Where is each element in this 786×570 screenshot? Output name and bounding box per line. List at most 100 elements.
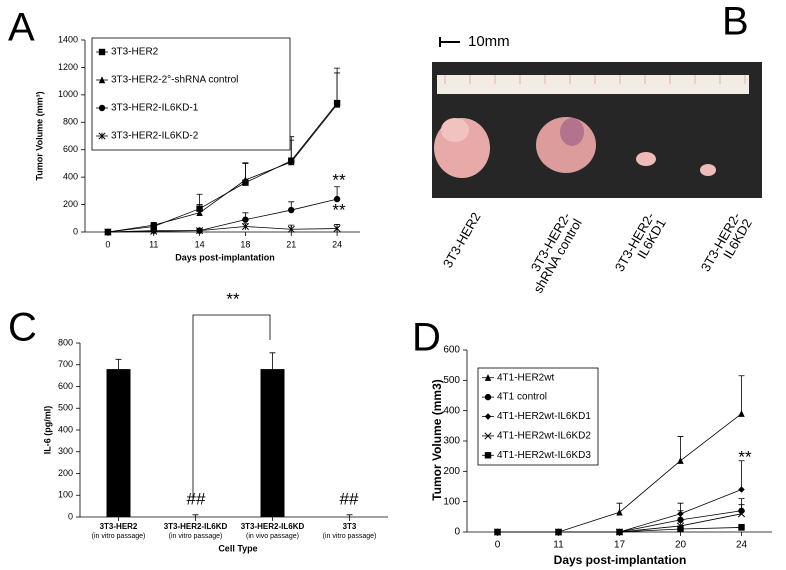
y-tick-label: 0 — [73, 226, 78, 236]
ruler-ticks — [444, 75, 746, 84]
error-bar — [192, 514, 199, 517]
marker — [677, 457, 684, 464]
series-line — [107, 104, 338, 233]
legend-box — [91, 37, 291, 151]
y-tick-label: 700 — [58, 359, 73, 369]
annotation: ** — [332, 200, 346, 219]
y-tick-label: 0 — [454, 527, 460, 538]
panel-letter: D — [412, 316, 441, 360]
y-tick-label: 800 — [58, 337, 73, 347]
y-tick-label: 600 — [443, 345, 460, 356]
annotation: ## — [187, 489, 206, 508]
x-axis-label: Cell Type — [218, 543, 257, 553]
panel-letter: B — [722, 0, 749, 44]
marker — [196, 209, 203, 216]
x-tick-label: 18 — [240, 239, 250, 249]
marker — [150, 221, 157, 229]
marker — [616, 508, 623, 516]
error-bar — [115, 358, 122, 370]
y-tick-label: 200 — [63, 199, 78, 209]
error-bar — [346, 514, 353, 517]
series-line — [107, 102, 338, 233]
y-tick-label: 500 — [58, 403, 73, 413]
legend-label: 4T1 control — [497, 392, 547, 403]
annotation: ** — [332, 170, 346, 189]
y-tick-label: 1400 — [58, 34, 78, 44]
legend-box — [477, 367, 599, 466]
y-tick-label: 0 — [68, 511, 73, 521]
tumor — [636, 152, 656, 166]
bar — [260, 369, 285, 517]
x-tick-label: 14 — [195, 239, 205, 249]
series-line — [107, 198, 338, 233]
y-tick-label: 500 — [443, 375, 460, 386]
x-tick-label: 0 — [105, 239, 110, 249]
x-tick-label: 3T3-HER2-IL6KD — [164, 522, 228, 531]
x-tick-note: (in vitro passage) — [169, 533, 223, 540]
tumor — [441, 118, 469, 142]
error-bar — [677, 436, 684, 461]
x-tick-label: 11 — [553, 540, 564, 551]
marker — [616, 528, 623, 536]
marker — [333, 225, 341, 233]
annotation: ** — [226, 289, 240, 308]
y-tick-label: 200 — [443, 466, 460, 477]
marker — [242, 216, 249, 223]
marker — [333, 195, 341, 203]
x-tick-note: (in vitro passage) — [92, 533, 146, 540]
marker — [288, 206, 295, 214]
marker — [738, 410, 745, 417]
bar — [106, 369, 131, 517]
y-axis-label: IL-6 (pg/ml) — [42, 406, 52, 455]
legend-marker — [98, 48, 106, 56]
legend-label: 4T1-HER2wt-IL6KD2 — [497, 431, 591, 442]
y-tick-label: 400 — [58, 424, 73, 434]
legend-label: 4T1-HER2wt-IL6KD3 — [497, 450, 591, 461]
x-tick-label: 21 — [286, 239, 296, 249]
legend-marker — [484, 413, 492, 420]
marker — [333, 100, 341, 108]
x-tick-label: 3T3 — [343, 522, 357, 531]
tumor — [700, 164, 716, 176]
marker — [738, 486, 745, 493]
marker — [677, 525, 684, 533]
legend-label: 4T1-HER2wt — [497, 372, 554, 383]
x-tick-label: 24 — [736, 540, 748, 551]
series-line — [107, 226, 338, 233]
x-tick-label: 3T3-HER2 — [100, 522, 138, 531]
legend-label: 4T1-HER2wt-IL6KD1 — [497, 411, 591, 422]
x-tick-note: (in vivo passage) — [246, 533, 299, 540]
significance-bracket — [192, 314, 271, 500]
marker — [555, 528, 562, 536]
error-bar — [269, 352, 276, 370]
ruler — [437, 75, 749, 94]
error-bar — [738, 375, 745, 414]
x-axis-label: Days post-implantation — [175, 252, 275, 262]
marker — [150, 227, 158, 235]
sample-label: 3T3-HER2 — [440, 210, 484, 271]
y-tick-label: 200 — [58, 468, 73, 478]
marker — [494, 528, 501, 536]
marker — [242, 176, 249, 184]
marker — [677, 510, 684, 517]
legend-label: 3T3-HER2-IL6KD-1 — [111, 103, 199, 114]
y-tick-label: 400 — [63, 172, 78, 182]
x-tick-label: 20 — [675, 540, 687, 551]
x-tick-label: 11 — [149, 239, 158, 249]
tumor — [560, 118, 584, 146]
y-axis-label: Tumor Volume (mm3) — [430, 379, 444, 501]
x-tick-label: 17 — [614, 540, 626, 551]
marker — [196, 227, 204, 235]
error-bar — [738, 504, 745, 514]
error-bar — [677, 519, 684, 526]
legend-label: 3T3-HER2-2°-shRNA control — [111, 75, 238, 86]
error-bar — [738, 460, 745, 490]
legend-marker — [98, 132, 106, 140]
photo: B 10mm — [432, 0, 762, 198]
legend-marker — [484, 393, 492, 401]
y-tick-label: 100 — [443, 496, 460, 507]
marker — [738, 524, 745, 531]
y-tick-label: 800 — [63, 117, 78, 127]
legend-marker — [484, 452, 492, 459]
